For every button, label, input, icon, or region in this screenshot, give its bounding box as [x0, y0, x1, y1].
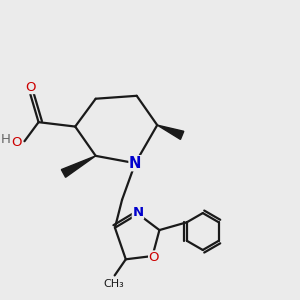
Text: H: H — [1, 133, 10, 146]
Polygon shape — [61, 156, 96, 177]
Polygon shape — [157, 125, 184, 140]
Text: CH₃: CH₃ — [104, 279, 124, 289]
Text: O: O — [149, 251, 159, 264]
Text: O: O — [11, 136, 22, 149]
Text: N: N — [129, 156, 141, 171]
Text: O: O — [26, 80, 36, 94]
Text: N: N — [132, 206, 143, 219]
